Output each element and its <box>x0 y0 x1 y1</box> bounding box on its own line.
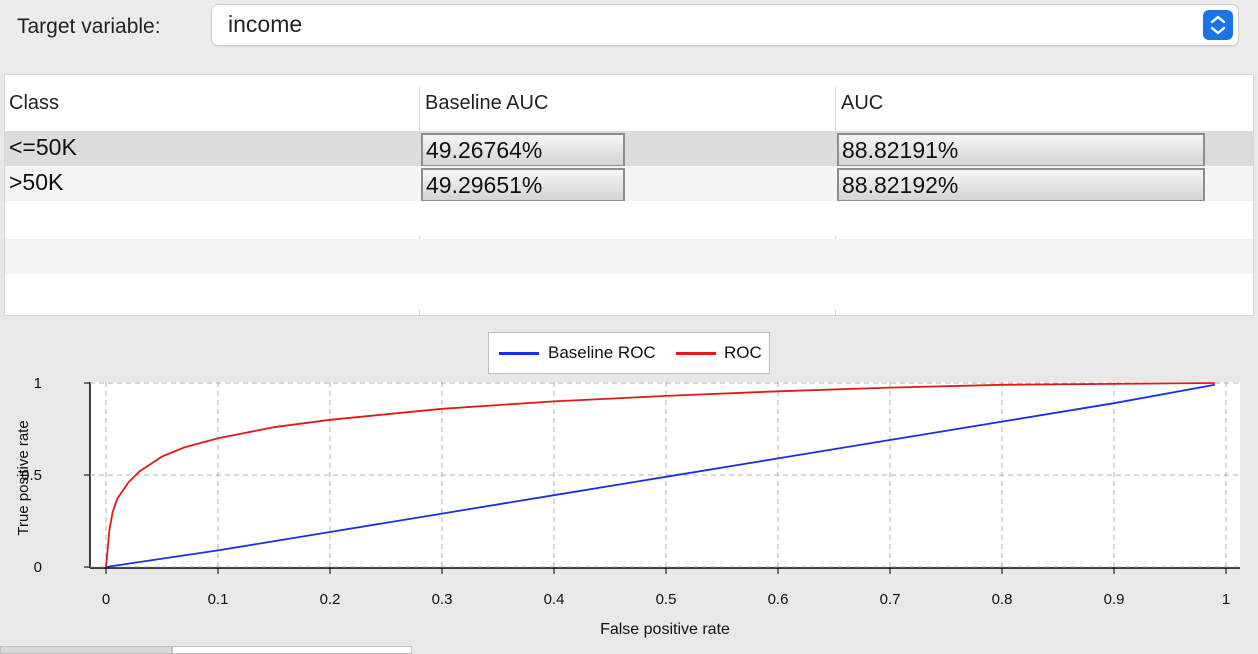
table-row[interactable]: >50K 49.29651% 88.82192% <box>5 166 1253 202</box>
auc-value: 88.82192% <box>842 172 959 198</box>
x-tick-label: 0.4 <box>544 591 565 608</box>
chart-legend: Baseline ROC ROC <box>488 332 770 374</box>
roc-line <box>105 382 1215 568</box>
select-stepper-button[interactable] <box>1203 10 1233 40</box>
column-header-auc[interactable]: AUC <box>841 92 884 114</box>
table-row[interactable]: <=50K 49.26764% 88.82191% <box>5 131 1253 167</box>
target-variable-value: income <box>228 11 303 37</box>
auc-bar: 88.82192% <box>837 168 1205 202</box>
x-tick-label: 0.1 <box>208 591 229 608</box>
chevron-up-down-icon <box>1210 15 1226 35</box>
auc-value: 88.82191% <box>842 137 959 163</box>
auc-table: Class Baseline AUC AUC <=50K 49.26764% 8… <box>4 74 1254 316</box>
baseline-auc-value: 49.26764% <box>426 137 543 163</box>
x-tick-label: 0.7 <box>880 591 901 608</box>
column-header-baseline-auc[interactable]: Baseline AUC <box>425 92 549 114</box>
x-tick-label: 0 <box>102 591 110 608</box>
class-cell: >50K <box>9 169 64 195</box>
roc-chart-panel: Baseline ROC ROC 0 0.1 0.2 0.3 0.4 0.5 0.6 0.7 0… <box>0 320 1258 652</box>
y-tick-label: 1 <box>34 375 42 392</box>
x-tick-label: 0.5 <box>656 591 677 608</box>
baseline-auc-bar: 49.29651% <box>421 168 625 202</box>
table-header: Class Baseline AUC AUC <box>5 75 1253 130</box>
empty-row <box>5 274 1253 309</box>
legend-label-baseline: Baseline ROC <box>548 343 656 362</box>
bottom-tab-strip <box>0 646 1258 654</box>
baseline-roc-line <box>105 383 1215 568</box>
x-tick-label: 0.8 <box>992 591 1013 608</box>
x-tick-label: 1 <box>1222 591 1230 608</box>
y-tick-label: 0.5 <box>21 467 42 484</box>
toolbar: Target variable: income <box>0 0 1258 72</box>
tab-2[interactable] <box>172 646 412 654</box>
target-variable-label: Target variable: <box>17 15 161 38</box>
x-axis-label: False positive rate <box>600 621 730 638</box>
y-axis-label: True positive rate <box>15 420 32 535</box>
auc-bar: 88.82191% <box>837 133 1205 167</box>
baseline-auc-bar: 49.26764% <box>421 133 625 167</box>
x-tick-label: 0.6 <box>768 591 789 608</box>
column-header-class[interactable]: Class <box>9 92 60 114</box>
x-tick-label: 0.3 <box>432 591 453 608</box>
empty-row <box>5 239 1253 274</box>
legend-swatch-baseline <box>499 352 539 355</box>
legend-swatch-roc <box>676 352 716 355</box>
roc-chart: 0 0.1 0.2 0.3 0.4 0.5 0.6 0.7 0.8 0.9 1 0 0.5 1 False… <box>15 375 1240 638</box>
target-variable-select[interactable]: income <box>211 4 1239 46</box>
x-tick-label: 0.9 <box>1104 591 1125 608</box>
class-cell: <=50K <box>9 134 77 160</box>
y-tick-label: 0 <box>34 559 42 576</box>
empty-row <box>5 201 1253 236</box>
tab-1[interactable] <box>0 646 172 654</box>
baseline-auc-value: 49.29651% <box>426 172 543 198</box>
x-tick-label: 0.2 <box>320 591 341 608</box>
legend-label-roc: ROC <box>724 343 762 362</box>
